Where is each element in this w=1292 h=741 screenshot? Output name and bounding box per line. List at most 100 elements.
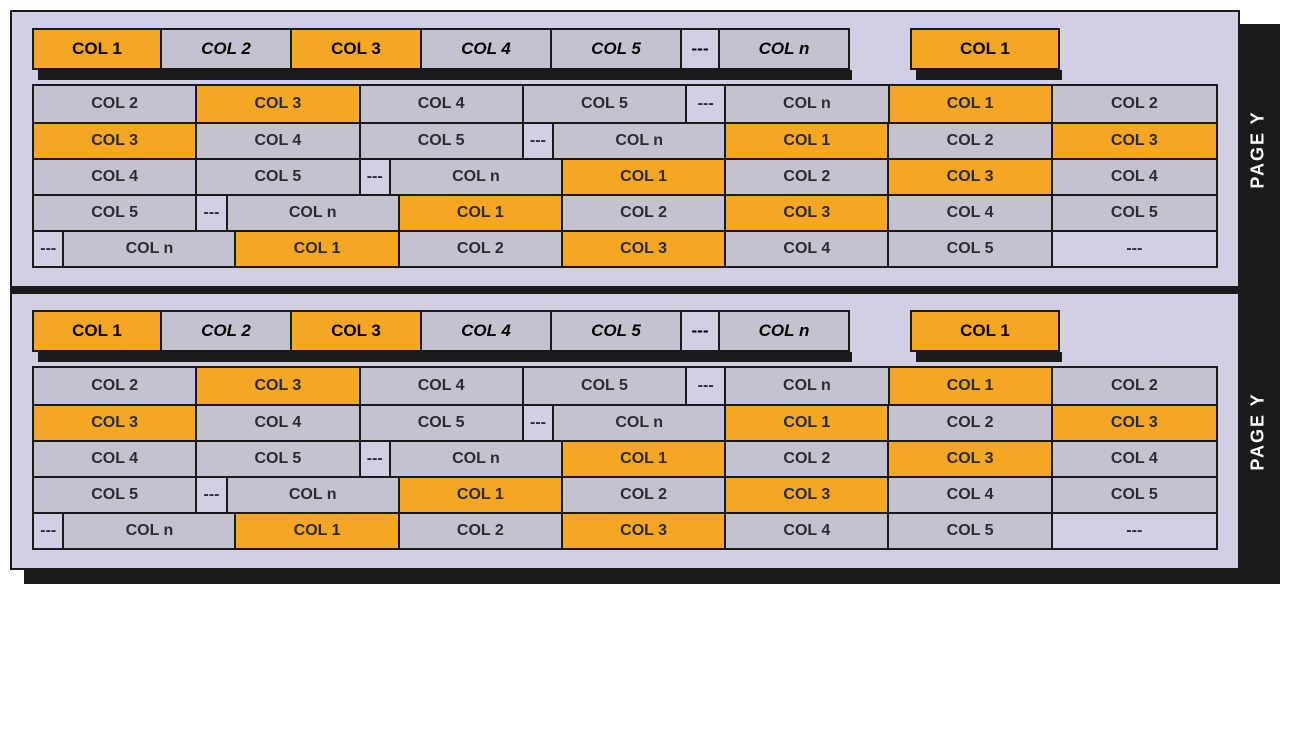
cell-c2: COL 2 <box>34 86 197 122</box>
cell-c4: COL 4 <box>726 232 889 266</box>
cell-c4: COL 4 <box>197 406 360 440</box>
header-cell-c5: COL 5 <box>552 310 682 352</box>
header-cell-c3: COL 3 <box>292 310 422 352</box>
cell-cn: COL n <box>554 124 726 158</box>
cell-cn: COL n <box>726 86 889 122</box>
cell-sep: --- <box>1053 514 1216 548</box>
cell-c3: COL 3 <box>197 368 360 404</box>
column-grid: COL 2COL 3COL 4COL 5---COL nCOL 1COL 2CO… <box>32 84 1218 268</box>
cell-c3: COL 3 <box>889 442 1052 476</box>
cell-c5: COL 5 <box>524 86 687 122</box>
cell-c5: COL 5 <box>1053 196 1216 230</box>
page: COL 1COL 2COL 3COL 4COL 5---COL nCOL 1CO… <box>10 10 1240 288</box>
diagram: COL 1COL 2COL 3COL 4COL 5---COL nCOL 1CO… <box>10 10 1280 570</box>
cell-cn: COL n <box>554 406 726 440</box>
cell-sep: --- <box>361 160 391 194</box>
cell-c4: COL 4 <box>34 442 197 476</box>
cell-sep: --- <box>361 442 391 476</box>
cell-cn: COL n <box>391 442 563 476</box>
cell-c3: COL 3 <box>726 196 889 230</box>
cell-c4: COL 4 <box>1053 442 1216 476</box>
cell-c1: COL 1 <box>726 406 889 440</box>
cell-c5: COL 5 <box>889 232 1052 266</box>
cell-cn: COL n <box>228 478 400 512</box>
page-side-label: PAGE Y <box>1238 12 1278 286</box>
header-row: COL 1COL 2COL 3COL 4COL 5---COL nCOL 1 <box>32 28 1218 70</box>
cell-c1: COL 1 <box>890 86 1053 122</box>
cell-c2: COL 2 <box>563 478 726 512</box>
cell-c5: COL 5 <box>361 124 524 158</box>
header-cell-c1: COL 1 <box>32 28 162 70</box>
header-extra: COL 1 <box>910 310 1060 352</box>
header-extra-shadow <box>916 352 1062 362</box>
cell-c2: COL 2 <box>563 196 726 230</box>
cell-c1: COL 1 <box>563 442 726 476</box>
grid-row: COL 4COL 5---COL nCOL 1COL 2COL 3COL 4 <box>34 440 1216 476</box>
grid-row: COL 2COL 3COL 4COL 5---COL nCOL 1COL 2 <box>34 86 1216 122</box>
cell-c1: COL 1 <box>726 124 889 158</box>
cell-c3: COL 3 <box>563 232 726 266</box>
header-row: COL 1COL 2COL 3COL 4COL 5---COL nCOL 1 <box>32 310 1218 352</box>
header-cell-sep: --- <box>682 28 720 70</box>
page: COL 1COL 2COL 3COL 4COL 5---COL nCOL 1CO… <box>10 292 1240 570</box>
cell-c4: COL 4 <box>889 478 1052 512</box>
cell-sep: --- <box>197 478 227 512</box>
cell-c3: COL 3 <box>563 514 726 548</box>
cell-c2: COL 2 <box>889 124 1052 158</box>
cell-sep: --- <box>687 86 726 122</box>
grid-row: ---COL nCOL 1COL 2COL 3COL 4COL 5--- <box>34 512 1216 548</box>
cell-c3: COL 3 <box>889 160 1052 194</box>
cell-c2: COL 2 <box>400 514 563 548</box>
header-cell-c4: COL 4 <box>422 28 552 70</box>
cell-c5: COL 5 <box>34 196 197 230</box>
cell-cn: COL n <box>228 196 400 230</box>
grid-row: COL 2COL 3COL 4COL 5---COL nCOL 1COL 2 <box>34 368 1216 404</box>
cell-c2: COL 2 <box>34 368 197 404</box>
cell-c3: COL 3 <box>34 406 197 440</box>
cell-c1: COL 1 <box>400 196 563 230</box>
cell-c3: COL 3 <box>1053 406 1216 440</box>
cell-c3: COL 3 <box>34 124 197 158</box>
cell-c1: COL 1 <box>890 368 1053 404</box>
header-extra: COL 1 <box>910 28 1060 70</box>
cell-c4: COL 4 <box>726 514 889 548</box>
cell-c5: COL 5 <box>524 368 687 404</box>
cell-c1: COL 1 <box>563 160 726 194</box>
page-side-label-text: PAGE Y <box>1248 110 1269 188</box>
cell-c5: COL 5 <box>34 478 197 512</box>
cell-c2: COL 2 <box>1053 368 1216 404</box>
cell-sep: --- <box>524 124 554 158</box>
cell-c4: COL 4 <box>1053 160 1216 194</box>
header-shadow <box>38 70 852 80</box>
cell-sep: --- <box>687 368 726 404</box>
header-cell-c2: COL 2 <box>162 28 292 70</box>
cell-cn: COL n <box>64 232 236 266</box>
header-cell-c1: COL 1 <box>32 310 162 352</box>
header-cell-c2: COL 2 <box>162 310 292 352</box>
page-stack: COL 1COL 2COL 3COL 4COL 5---COL nCOL 1CO… <box>10 10 1240 570</box>
cell-c1: COL 1 <box>236 232 399 266</box>
header-cell-cn: COL n <box>720 28 850 70</box>
header-shadow <box>38 352 852 362</box>
grid-row: COL 4COL 5---COL nCOL 1COL 2COL 3COL 4 <box>34 158 1216 194</box>
header-cell-c5: COL 5 <box>552 28 682 70</box>
book-shadow-bottom <box>24 570 1280 584</box>
cell-c3: COL 3 <box>726 478 889 512</box>
header-extra-cell: COL 1 <box>910 28 1060 70</box>
grid-row: ---COL nCOL 1COL 2COL 3COL 4COL 5--- <box>34 230 1216 266</box>
page-side-label-text: PAGE Y <box>1248 392 1269 470</box>
cell-c3: COL 3 <box>197 86 360 122</box>
cell-c2: COL 2 <box>889 406 1052 440</box>
cell-c2: COL 2 <box>726 442 889 476</box>
header-cell-sep: --- <box>682 310 720 352</box>
grid-row: COL 5---COL nCOL 1COL 2COL 3COL 4COL 5 <box>34 476 1216 512</box>
column-grid: COL 2COL 3COL 4COL 5---COL nCOL 1COL 2CO… <box>32 366 1218 550</box>
cell-c4: COL 4 <box>361 368 524 404</box>
header-cell-cn: COL n <box>720 310 850 352</box>
header-group: COL 1COL 2COL 3COL 4COL 5---COL n <box>32 28 850 70</box>
cell-sep: --- <box>197 196 227 230</box>
grid-row: COL 3COL 4COL 5---COL nCOL 1COL 2COL 3 <box>34 404 1216 440</box>
cell-cn: COL n <box>391 160 563 194</box>
header-cell-c4: COL 4 <box>422 310 552 352</box>
cell-c5: COL 5 <box>361 406 524 440</box>
